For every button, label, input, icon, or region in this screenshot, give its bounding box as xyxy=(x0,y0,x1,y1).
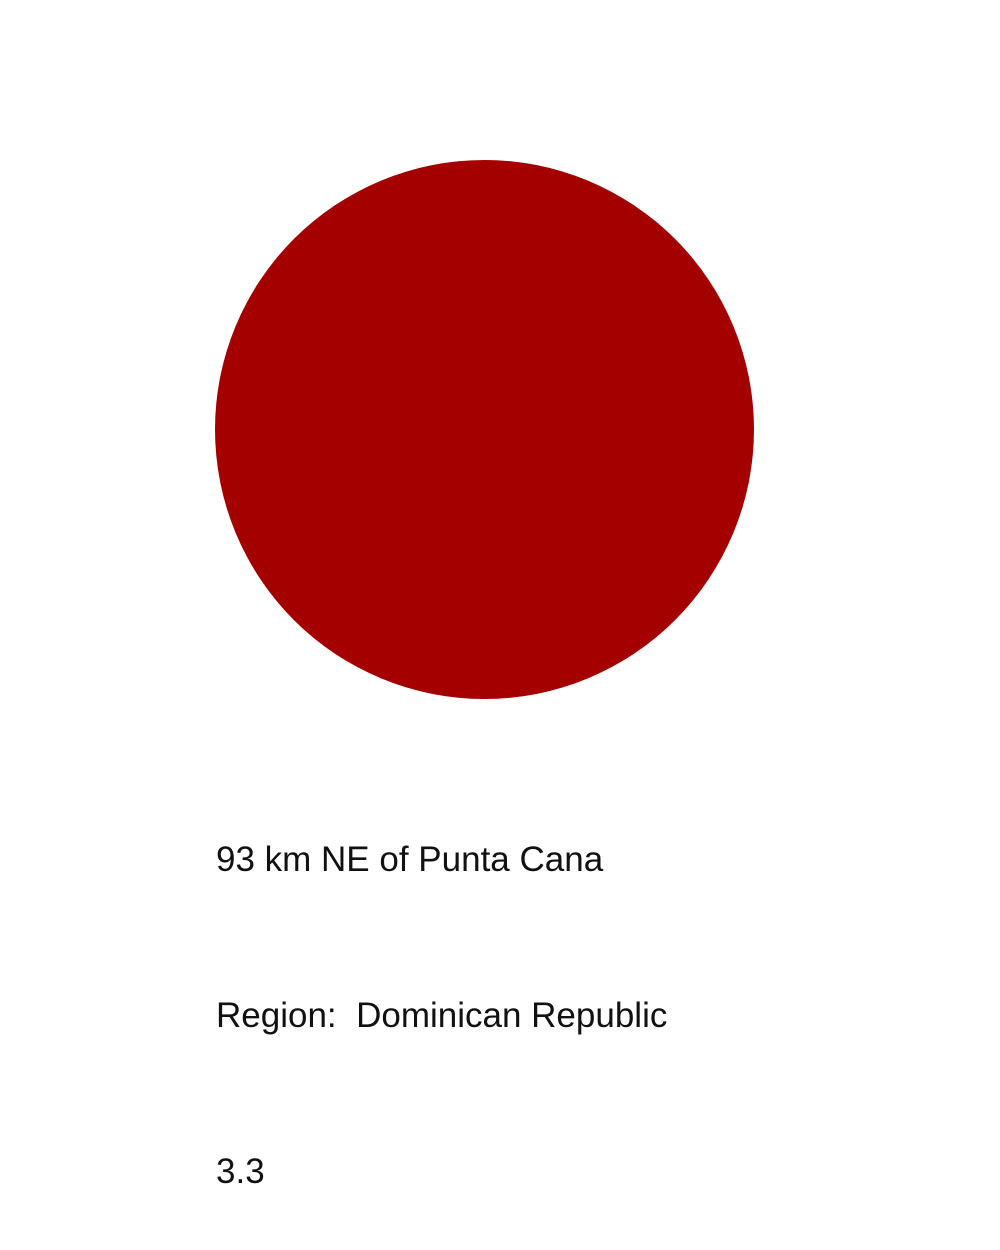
region-text: Region: Dominican Republic xyxy=(216,996,668,1035)
event-info: 93 km NE of Punta Cana Region: Dominican… xyxy=(216,730,667,1250)
magnitude-text: 3.3 xyxy=(216,1152,265,1191)
location-text: 93 km NE of Punta Cana xyxy=(216,840,604,879)
event-circle-icon xyxy=(215,160,754,699)
